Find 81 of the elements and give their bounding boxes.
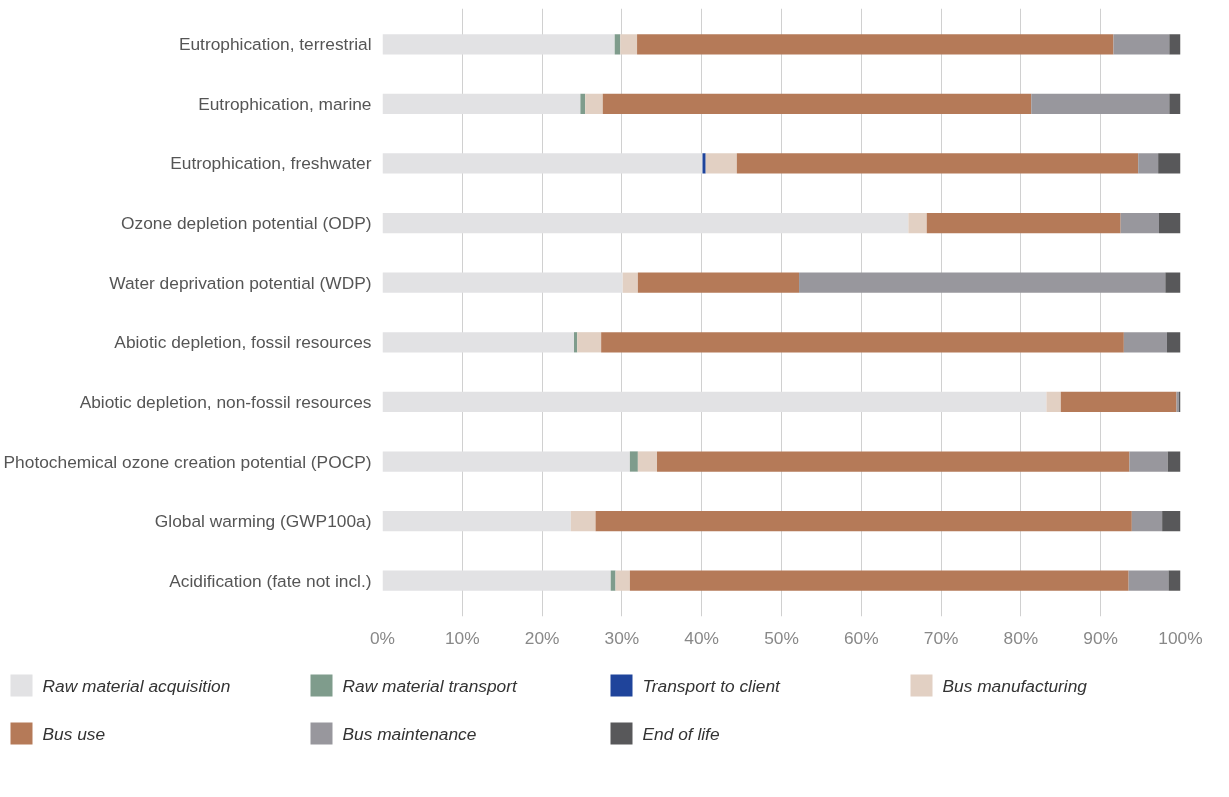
bar bbox=[570, 510, 596, 532]
y-tick-label: Abiotic depletion, fossil resources bbox=[114, 332, 372, 353]
bar bbox=[629, 451, 638, 472]
legend-label: Bus manufacturing bbox=[942, 675, 1088, 696]
bar bbox=[577, 332, 602, 353]
x-tick-label: 20% bbox=[524, 627, 560, 648]
bar bbox=[1131, 510, 1163, 532]
x-tick-label: 60% bbox=[843, 627, 879, 648]
bar bbox=[1138, 153, 1159, 174]
bar bbox=[705, 153, 737, 174]
bar bbox=[629, 570, 1129, 591]
x-tick-label: 10% bbox=[444, 627, 480, 648]
bar bbox=[908, 212, 927, 234]
bar bbox=[702, 153, 706, 174]
bar bbox=[1165, 272, 1181, 293]
y-tick-label: Eutrophication, freshwater bbox=[170, 153, 372, 174]
x-tick-label: 30% bbox=[604, 627, 640, 648]
x-tick-label: 90% bbox=[1083, 627, 1119, 648]
bar bbox=[1120, 212, 1159, 234]
bar bbox=[382, 34, 615, 55]
bar bbox=[1169, 34, 1181, 55]
bar bbox=[595, 510, 1132, 532]
x-tick-label: 70% bbox=[923, 627, 959, 648]
bar bbox=[580, 93, 586, 115]
bar bbox=[637, 272, 800, 293]
bar bbox=[602, 93, 1032, 115]
bar bbox=[1167, 451, 1181, 472]
bar bbox=[1123, 332, 1167, 353]
bar bbox=[610, 570, 616, 591]
bar bbox=[382, 451, 630, 472]
bar bbox=[1162, 510, 1181, 532]
bar bbox=[382, 570, 611, 591]
legend-label: Raw material acquisition bbox=[42, 675, 231, 696]
bar bbox=[615, 570, 630, 591]
bar bbox=[574, 332, 578, 353]
x-tick-label: 100% bbox=[1158, 627, 1203, 648]
bar bbox=[637, 451, 658, 472]
bar bbox=[637, 34, 1114, 55]
y-tick-label: Ozone depletion potential (ODP) bbox=[121, 213, 372, 234]
bar bbox=[601, 332, 1124, 353]
bar bbox=[1169, 93, 1181, 115]
bar bbox=[1060, 391, 1177, 413]
y-tick-label: Abiotic depletion, non-fossil resources bbox=[79, 391, 372, 412]
bar bbox=[1031, 93, 1170, 115]
bar bbox=[382, 272, 623, 293]
x-tick-label: 80% bbox=[1003, 627, 1039, 648]
bar bbox=[1168, 570, 1181, 591]
bar bbox=[657, 451, 1130, 472]
bar bbox=[1046, 391, 1061, 413]
y-tick-label: Eutrophication, terrestrial bbox=[178, 34, 372, 55]
y-tick-label: Global warming (GWP100a) bbox=[154, 511, 372, 532]
x-tick-label: 40% bbox=[684, 627, 720, 648]
y-tick-label: Water deprivation potential (WDP) bbox=[109, 272, 372, 293]
bar bbox=[620, 34, 638, 55]
y-tick-label: Eutrophication, marine bbox=[198, 93, 372, 114]
bar bbox=[382, 212, 909, 234]
bar bbox=[1158, 212, 1181, 234]
bar bbox=[382, 332, 575, 353]
bar bbox=[585, 93, 603, 115]
legend-label: Bus maintenance bbox=[342, 723, 477, 744]
x-tick-label: 0% bbox=[369, 627, 396, 648]
bar bbox=[622, 272, 638, 293]
legend-label: Raw material transport bbox=[342, 675, 518, 696]
legend-label: Transport to client bbox=[642, 675, 782, 696]
bar bbox=[1128, 570, 1169, 591]
bar bbox=[736, 153, 1139, 174]
bar bbox=[926, 212, 1121, 234]
bar bbox=[382, 93, 581, 115]
bar bbox=[1129, 451, 1168, 472]
bar bbox=[382, 510, 571, 532]
bar bbox=[382, 153, 703, 174]
legend-label: Bus use bbox=[42, 723, 106, 744]
bar bbox=[1158, 153, 1181, 174]
bar bbox=[1166, 332, 1181, 353]
bar bbox=[382, 391, 1047, 413]
x-tick-label: 50% bbox=[764, 627, 799, 648]
legend-label: End of life bbox=[642, 723, 720, 744]
bar bbox=[799, 272, 1166, 293]
bar bbox=[1113, 34, 1170, 55]
y-tick-label: Photochemical ozone creation potential (POCP) bbox=[3, 451, 372, 472]
y-tick-label: Acidification (fate not incl.) bbox=[169, 570, 372, 591]
